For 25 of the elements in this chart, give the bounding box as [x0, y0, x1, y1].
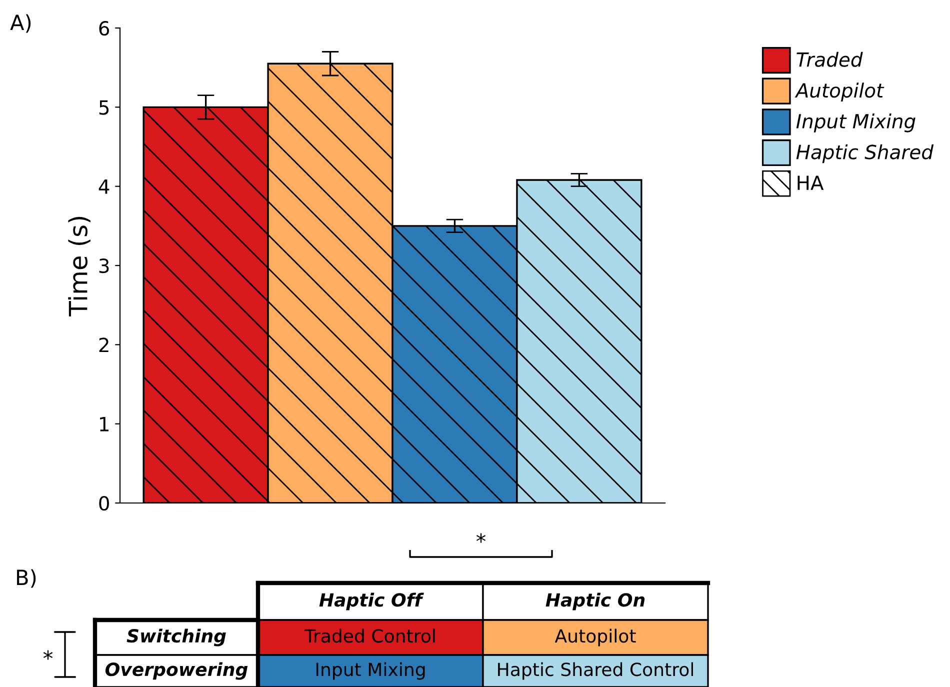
text: Haptic Shared Control	[498, 662, 694, 680]
text: Input Mixing	[316, 662, 425, 680]
text: *	[43, 650, 53, 660]
legend-label: Haptic Shared	[796, 144, 934, 164]
text: *	[476, 533, 486, 543]
y-tick-label: 4	[98, 180, 110, 194]
legend-label: Autopilot	[794, 82, 884, 102]
y-tick-label: 5	[99, 100, 109, 115]
category-label: Overpowering	[105, 662, 248, 680]
text: Autopilot	[554, 628, 636, 646]
chart-title: A)	[10, 14, 31, 33]
y-tick-label: 1	[100, 417, 108, 432]
category-label: Haptic On	[546, 592, 645, 610]
category-label: Haptic Off	[319, 592, 424, 610]
y-tick-label: 0	[99, 496, 109, 511]
y-tick-label: 2	[99, 338, 108, 352]
y-axis-title: Time (s)	[68, 216, 90, 316]
text: Traded Control	[304, 628, 435, 643]
category-label: Switching	[126, 628, 226, 646]
text: HA	[798, 176, 824, 190]
text: B)	[17, 569, 36, 588]
y-tick-label: 3	[99, 258, 109, 274]
legend-label: Input Mixing	[796, 114, 916, 132]
legend-label: Traded	[796, 52, 863, 67]
y-tick-label: 6	[99, 20, 110, 36]
